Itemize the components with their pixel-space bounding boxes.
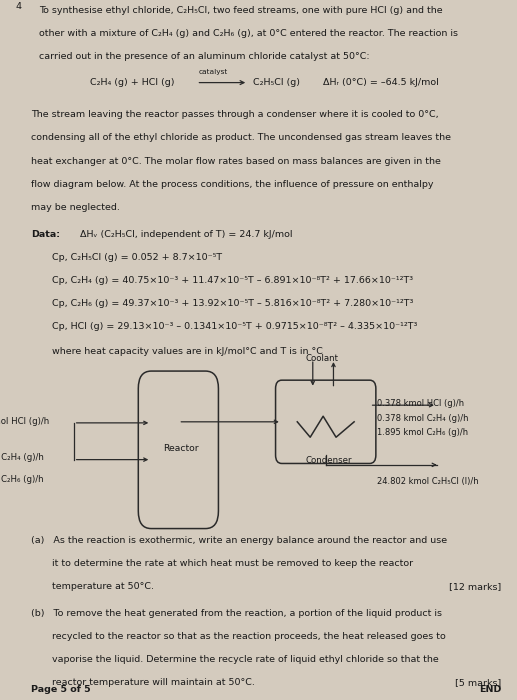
Text: 1.895 kmol C₂H₆ (g)/h: 1.895 kmol C₂H₆ (g)/h <box>0 475 43 484</box>
Text: Cp, C₂H₆ (g) = 49.37×10⁻³ + 13.92×10⁻⁵T – 5.816×10⁻⁸T² + 7.280×10⁻¹²T³: Cp, C₂H₆ (g) = 49.37×10⁻³ + 13.92×10⁻⁵T … <box>52 300 413 308</box>
Text: carried out in the presence of an aluminum chloride catalyst at 50°C:: carried out in the presence of an alumin… <box>39 52 370 61</box>
Text: (b)   To remove the heat generated from the reaction, a portion of the liquid pr: (b) To remove the heat generated from th… <box>31 609 442 618</box>
Text: Cp, HCl (g) = 29.13×10⁻³ – 0.1341×10⁻⁵T + 0.9715×10⁻⁸T² – 4.335×10⁻¹²T³: Cp, HCl (g) = 29.13×10⁻³ – 0.1341×10⁻⁵T … <box>52 323 417 331</box>
Text: END: END <box>479 685 501 694</box>
Text: 4: 4 <box>16 2 22 11</box>
Text: flow diagram below. At the process conditions, the influence of pressure on enth: flow diagram below. At the process condi… <box>31 180 434 188</box>
Text: recycled to the reactor so that as the reaction proceeds, the heat released goes: recycled to the reactor so that as the r… <box>31 632 446 641</box>
Text: C₂H₄ (g) + HCl (g): C₂H₄ (g) + HCl (g) <box>90 78 175 88</box>
Text: where heat capacity values are in kJ/mol°C and T is in °C: where heat capacity values are in kJ/mol… <box>52 347 323 356</box>
Text: The stream leaving the reactor passes through a condenser where it is cooled to : The stream leaving the reactor passes th… <box>31 111 438 119</box>
Text: catalyst: catalyst <box>199 69 229 76</box>
Text: temperature at 50°C.: temperature at 50°C. <box>31 582 154 591</box>
Text: 24.802 kmol C₂H₅Cl (l)/h: 24.802 kmol C₂H₅Cl (l)/h <box>377 477 479 486</box>
Text: 25.18 kmol HCl (g)/h: 25.18 kmol HCl (g)/h <box>0 416 49 426</box>
Text: C₂H₅Cl (g): C₂H₅Cl (g) <box>253 78 300 88</box>
Text: (a)   As the reaction is exothermic, write an energy balance around the reactor : (a) As the reaction is exothermic, write… <box>31 536 447 545</box>
Text: it to determine the rate at which heat must be removed to keep the reactor: it to determine the rate at which heat m… <box>31 559 413 568</box>
Text: condensing all of the ethyl chloride as product. The uncondensed gas stream leav: condensing all of the ethyl chloride as … <box>31 134 451 142</box>
Text: Cp, C₂H₅Cl (g) = 0.052 + 8.7×10⁻⁵T: Cp, C₂H₅Cl (g) = 0.052 + 8.7×10⁻⁵T <box>52 253 222 262</box>
Text: 0.378 kmol C₂H₄ (g)/h: 0.378 kmol C₂H₄ (g)/h <box>377 414 469 423</box>
FancyBboxPatch shape <box>138 371 218 528</box>
FancyBboxPatch shape <box>276 380 376 463</box>
Text: 1.895 kmol C₂H₆ (g)/h: 1.895 kmol C₂H₆ (g)/h <box>377 428 468 437</box>
Text: reactor temperature will maintain at 50°C.: reactor temperature will maintain at 50°… <box>31 678 255 687</box>
Text: Condenser: Condenser <box>305 456 352 466</box>
Text: Page 5 of 5: Page 5 of 5 <box>31 685 90 694</box>
Text: Coolant: Coolant <box>305 354 338 363</box>
Text: ΔHᵣ (0°C) = –64.5 kJ/mol: ΔHᵣ (0°C) = –64.5 kJ/mol <box>323 78 439 88</box>
Text: Cp, C₂H₄ (g) = 40.75×10⁻³ + 11.47×10⁻⁵T – 6.891×10⁻⁸T² + 17.66×10⁻¹²T³: Cp, C₂H₄ (g) = 40.75×10⁻³ + 11.47×10⁻⁵T … <box>52 276 413 285</box>
Text: To synthesise ethyl chloride, C₂H₅Cl, two feed streams, one with pure HCl (g) an: To synthesise ethyl chloride, C₂H₅Cl, tw… <box>39 6 443 15</box>
Text: Reactor: Reactor <box>163 444 199 453</box>
Text: [12 marks]: [12 marks] <box>449 582 501 591</box>
Text: [5 marks]: [5 marks] <box>455 678 501 687</box>
Text: ΔHᵥ (C₂H₅Cl, independent of T) = 24.7 kJ/mol: ΔHᵥ (C₂H₅Cl, independent of T) = 24.7 kJ… <box>80 230 293 239</box>
Text: Data:: Data: <box>31 230 60 239</box>
Text: vaporise the liquid. Determine the recycle rate of liquid ethyl chloride so that: vaporise the liquid. Determine the recyc… <box>31 655 439 664</box>
Text: other with a mixture of C₂H₄ (g) and C₂H₆ (g), at 0°C entered the reactor. The r: other with a mixture of C₂H₄ (g) and C₂H… <box>39 29 458 38</box>
Text: 25.18 kmol C₂H₄ (g)/h: 25.18 kmol C₂H₄ (g)/h <box>0 454 43 462</box>
Text: may be neglected.: may be neglected. <box>31 203 120 211</box>
Text: heat exchanger at 0°C. The molar flow rates based on mass balances are given in : heat exchanger at 0°C. The molar flow ra… <box>31 157 441 165</box>
Text: 0.378 kmol HCl (g)/h: 0.378 kmol HCl (g)/h <box>377 399 465 408</box>
